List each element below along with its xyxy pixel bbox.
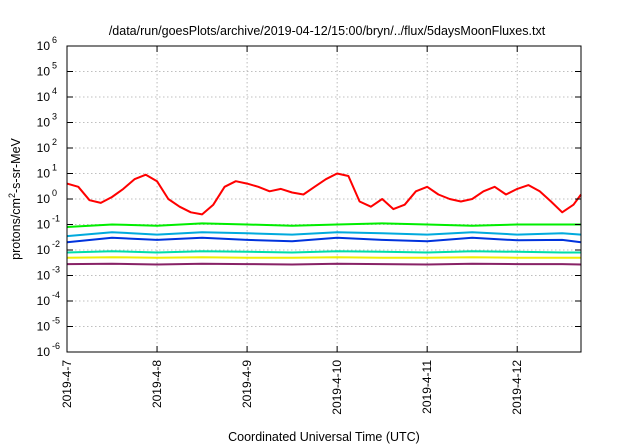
y-tick-label: 10 [37,141,51,155]
y-tick-label: 10 [37,39,51,53]
x-tick-label: 2019-4-8 [150,360,164,408]
series-line-7 [66,262,582,266]
y-tick-exponent: -1 [52,214,60,224]
y-tick-exponent: 0 [52,188,57,198]
y-axis-label: protons/cm2-s-sr-MeV [7,137,23,259]
y-tick-label: 10 [37,243,51,257]
y-tick-exponent: -2 [52,239,60,249]
y-tick-label: 10 [37,218,51,232]
y-axis: 10 -610 -510 -410 -310 -210 -110 010 110 210 310 41… [37,35,581,359]
series-line-3 [66,231,582,238]
y-tick-exponent: -3 [52,265,60,275]
y-tick-exponent: 6 [52,35,57,45]
y-tick-label: 10 [37,345,51,359]
y-tick-exponent: -4 [52,290,60,300]
y-tick-exponent: -5 [52,316,60,326]
y-axis-label-sup: 2 [7,193,17,198]
x-tick-label: 2019-4-12 [510,360,524,415]
series-line-1 [66,172,582,216]
grid [67,46,581,352]
y-tick-label: 10 [37,65,51,79]
y-tick-label: 10 [37,90,51,104]
series-layer [66,172,582,266]
y-tick-label: 10 [37,192,51,206]
x-tick-label: 2019-4-9 [240,360,254,408]
chart-title: /data/run/goesPlots/archive/2019-04-12/1… [109,24,546,38]
y-axis-label-suffix: -s-sr-MeV [9,137,23,193]
y-tick-label: 10 [37,294,51,308]
y-tick-exponent: 4 [52,86,57,96]
x-axis-label: Coordinated Universal Time (UTC) [228,430,420,444]
y-tick-exponent: 2 [52,137,57,147]
y-axis-label-prefix: protons/cm [9,198,23,260]
y-tick-label: 10 [37,167,51,181]
x-tick-label: 2019-4-7 [60,360,74,408]
y-tick-exponent: -6 [52,341,60,351]
series-line-2 [66,222,581,228]
y-tick-label: 10 [37,320,51,334]
y-tick-exponent: 5 [52,61,57,71]
x-tick-label: 2019-4-10 [330,360,344,415]
series-line-5 [66,250,581,254]
series-line-6 [66,256,581,259]
x-axis: 2019-4-7 2019-4-8 2019-4-9 2019-4-10 2019-4-… [60,46,524,415]
y-tick-exponent: 3 [52,112,57,122]
y-tick-exponent: 1 [52,163,57,173]
series-line-4 [66,236,582,244]
y-tick-label: 10 [37,116,51,130]
x-tick-label: 2019-4-11 [420,360,434,414]
y-tick-label: 10 [37,269,51,283]
